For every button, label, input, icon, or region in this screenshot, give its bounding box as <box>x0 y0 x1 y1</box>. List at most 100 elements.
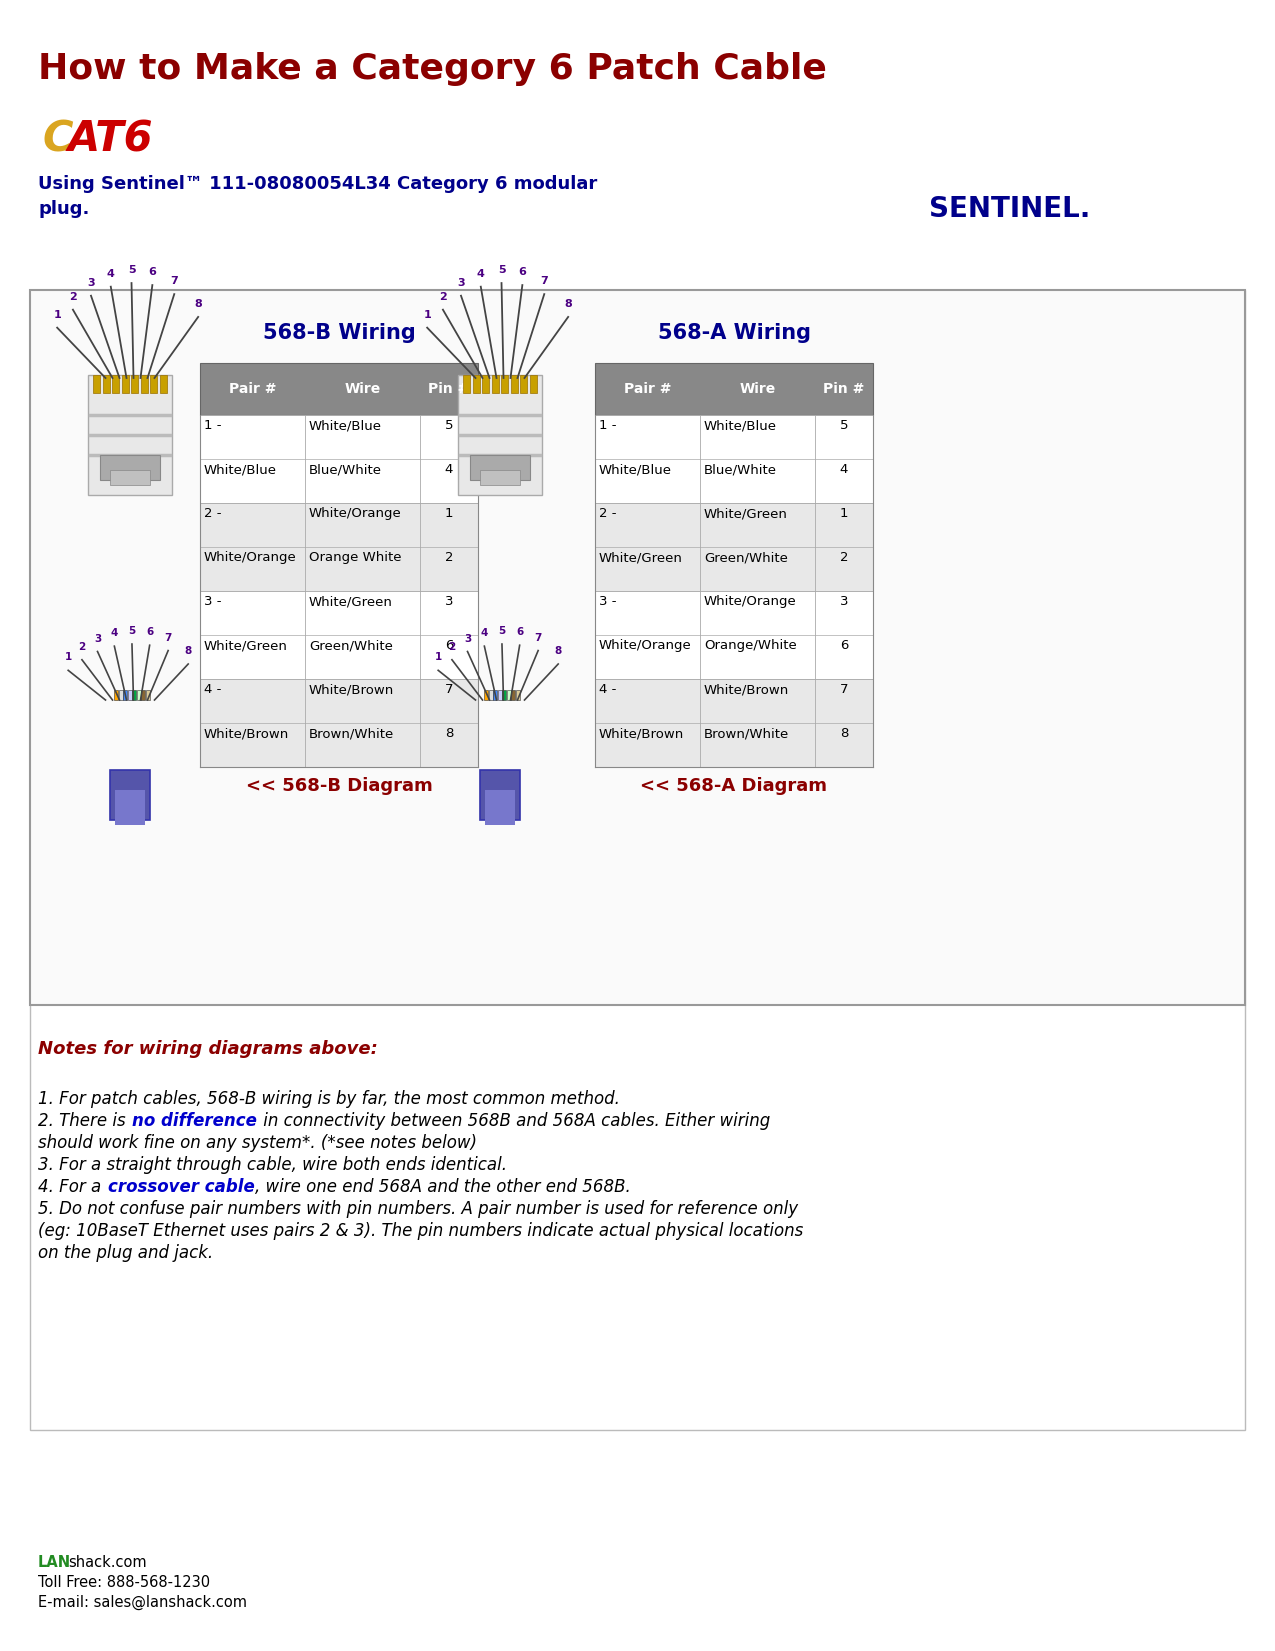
Text: 3: 3 <box>458 277 465 287</box>
Bar <box>200 591 478 679</box>
Bar <box>470 456 530 480</box>
Bar <box>99 456 159 480</box>
Text: Notes for wiring diagrams above:: Notes for wiring diagrams above: <box>38 1040 377 1058</box>
Text: (eg: 10BaseT Ethernet uses pairs 2 & 3). The pin numbers indicate actual physica: (eg: 10BaseT Ethernet uses pairs 2 & 3).… <box>38 1222 803 1240</box>
Bar <box>113 690 119 700</box>
Bar <box>159 375 167 393</box>
Text: C: C <box>42 117 73 160</box>
Text: in connectivity between 568B and 568A cables. Either wiring: in connectivity between 568B and 568A ca… <box>258 1113 770 1129</box>
Bar <box>595 591 873 679</box>
Text: crossover cable: crossover cable <box>107 1179 254 1195</box>
Text: 4: 4 <box>840 462 848 475</box>
Bar <box>520 375 527 393</box>
Text: Orange White: Orange White <box>309 551 402 565</box>
Text: 8: 8 <box>185 646 191 655</box>
Text: Brown/White: Brown/White <box>704 726 789 740</box>
Text: 4: 4 <box>445 462 453 475</box>
Text: << 568-A Diagram: << 568-A Diagram <box>640 778 827 796</box>
Text: Pin #: Pin # <box>824 381 864 396</box>
Bar <box>128 690 133 700</box>
Text: Blue/White: Blue/White <box>309 462 382 475</box>
Text: 5: 5 <box>128 266 135 276</box>
Text: 4: 4 <box>107 269 115 279</box>
Bar <box>491 375 499 393</box>
Text: 568-B Wiring: 568-B Wiring <box>263 324 416 343</box>
Text: 8: 8 <box>840 726 848 740</box>
Text: 8: 8 <box>445 726 453 740</box>
Bar <box>484 789 515 826</box>
Text: , wire one end 568A and the other end 568B.: , wire one end 568A and the other end 56… <box>255 1179 631 1195</box>
Text: 568-A Wiring: 568-A Wiring <box>658 324 811 343</box>
Text: 4 -: 4 - <box>204 684 222 697</box>
Text: 2: 2 <box>439 292 446 302</box>
Text: E-mail: sales@lanshack.com: E-mail: sales@lanshack.com <box>38 1595 247 1610</box>
Text: White/Green: White/Green <box>309 594 393 608</box>
Text: 1: 1 <box>445 507 453 520</box>
Bar <box>142 690 145 700</box>
Bar <box>31 291 1244 1005</box>
Bar <box>121 375 129 393</box>
Text: AT6: AT6 <box>68 117 153 160</box>
Text: should work fine on any system*. (*see notes below): should work fine on any system*. (*see n… <box>38 1134 477 1152</box>
Text: White/Blue: White/Blue <box>309 419 382 433</box>
Text: 7: 7 <box>445 684 453 697</box>
Bar <box>200 363 478 414</box>
Bar <box>112 375 119 393</box>
Bar <box>115 789 145 826</box>
Text: 3 -: 3 - <box>599 594 617 608</box>
Text: 6: 6 <box>148 267 157 277</box>
Text: Brown/White: Brown/White <box>309 726 394 740</box>
Text: Pin #: Pin # <box>428 381 469 396</box>
Text: Wire: Wire <box>344 381 381 396</box>
Bar <box>499 690 502 700</box>
Bar <box>133 690 136 700</box>
Bar <box>484 690 488 700</box>
Bar <box>479 769 520 821</box>
Bar <box>458 375 542 495</box>
Text: 8: 8 <box>565 299 572 309</box>
Text: 3: 3 <box>87 277 94 287</box>
Text: 6: 6 <box>445 639 453 652</box>
Bar <box>501 375 507 393</box>
Text: 6: 6 <box>840 639 848 652</box>
Bar <box>93 375 99 393</box>
Text: 8: 8 <box>194 299 201 309</box>
Text: 1: 1 <box>54 310 61 320</box>
Bar <box>110 471 150 485</box>
Text: 1: 1 <box>435 652 442 662</box>
Text: White/Orange: White/Orange <box>309 507 402 520</box>
Bar <box>473 375 479 393</box>
Text: 5: 5 <box>497 266 505 276</box>
Text: Green/White: Green/White <box>704 551 788 565</box>
Text: 7: 7 <box>840 684 848 697</box>
Text: no difference: no difference <box>131 1113 256 1129</box>
Text: 4. For a: 4. For a <box>38 1179 107 1195</box>
Bar <box>595 679 873 768</box>
Text: 7: 7 <box>164 632 172 642</box>
Text: 3: 3 <box>94 634 101 644</box>
Bar <box>463 375 470 393</box>
Text: 5: 5 <box>445 419 453 433</box>
Bar <box>110 769 150 821</box>
Text: Wire: Wire <box>740 381 775 396</box>
Text: 4: 4 <box>477 269 485 279</box>
Text: SENTINEL.: SENTINEL. <box>929 195 1090 223</box>
Text: How to Make a Category 6 Patch Cable: How to Make a Category 6 Patch Cable <box>38 51 827 86</box>
Text: Orange/White: Orange/White <box>704 639 797 652</box>
Text: 1: 1 <box>840 507 848 520</box>
Text: Pair #: Pair # <box>228 381 277 396</box>
Text: Green/White: Green/White <box>309 639 393 652</box>
Text: White/Orange: White/Orange <box>204 551 297 565</box>
Text: White/Brown: White/Brown <box>309 684 394 697</box>
Bar <box>516 690 520 700</box>
Text: White/Brown: White/Brown <box>704 684 789 697</box>
Text: White/Orange: White/Orange <box>599 639 692 652</box>
Text: 2: 2 <box>78 642 85 652</box>
Bar <box>493 690 497 700</box>
Text: 2. There is: 2. There is <box>38 1113 131 1129</box>
Text: 2: 2 <box>445 551 453 565</box>
Text: 7: 7 <box>171 276 179 286</box>
Text: << 568-B Diagram: << 568-B Diagram <box>246 778 432 796</box>
Text: 1: 1 <box>423 310 431 320</box>
Text: 7: 7 <box>541 276 548 286</box>
